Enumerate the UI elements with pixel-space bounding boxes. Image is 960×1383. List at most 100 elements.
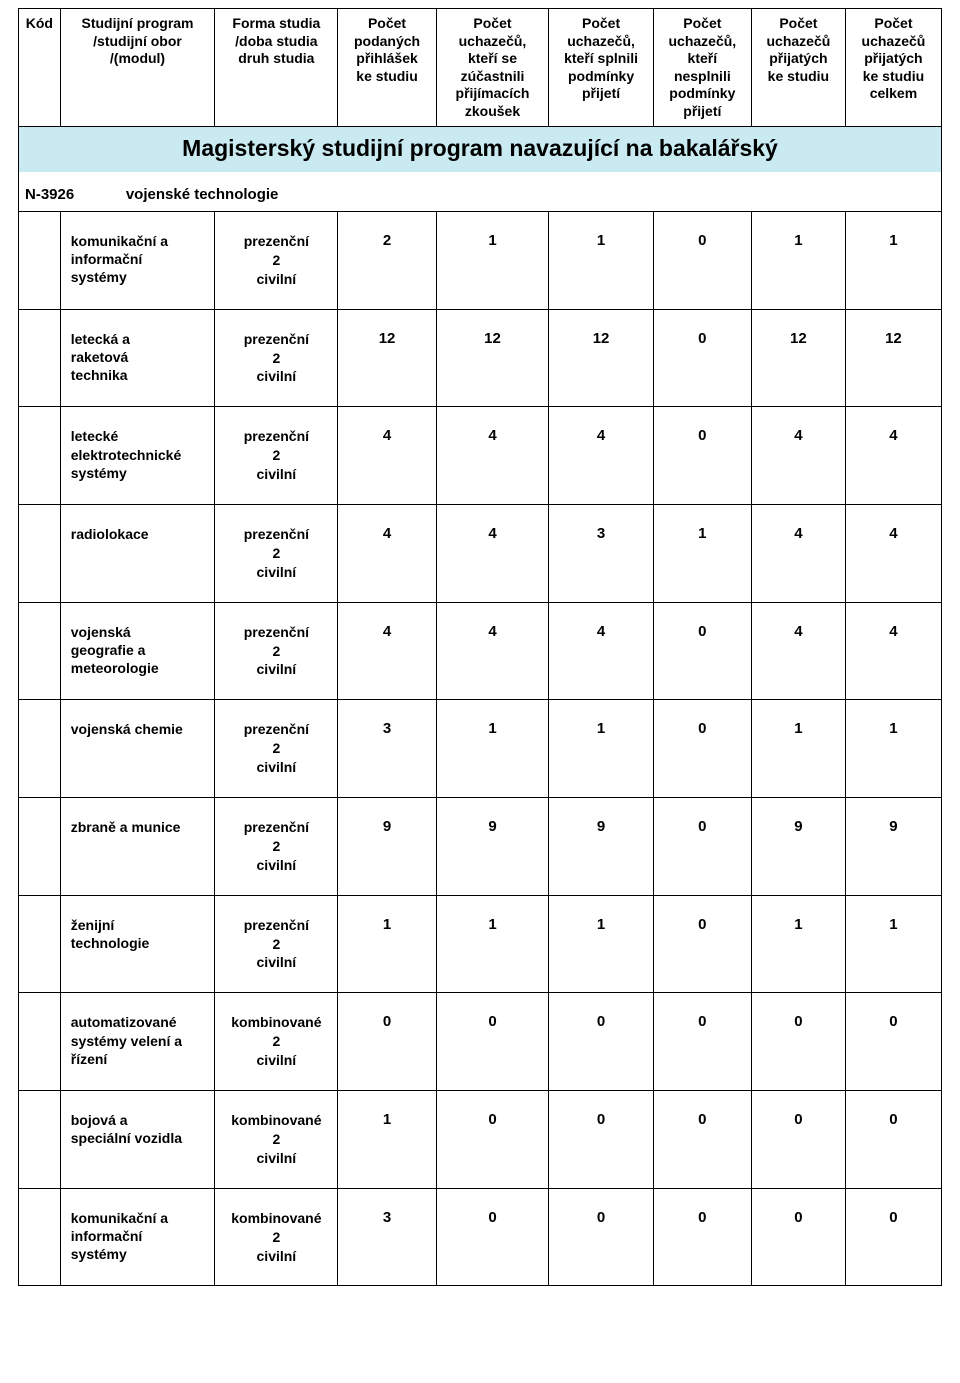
- cell-value: 0: [436, 1091, 549, 1189]
- cell-form: prezenční2civilní: [215, 700, 338, 798]
- table-row: zbraně a municeprezenční2civilní999099: [19, 798, 942, 896]
- cell-form: prezenční2civilní: [215, 895, 338, 993]
- cell-value: 0: [751, 1091, 845, 1189]
- section-title: Magisterský studijní program navazující …: [19, 127, 942, 173]
- col-header-splnili: Početuchazečů,kteří splnilipodmínkypřije…: [549, 9, 653, 127]
- cell-kod: [19, 798, 61, 896]
- col-header-nesplnili: Početuchazečů,kteřínesplnilipodmínkypřij…: [653, 9, 751, 127]
- cell-value: 0: [751, 1188, 845, 1286]
- cell-value: 2: [338, 212, 436, 310]
- cell-program-name: vojenská chemie: [60, 700, 215, 798]
- cell-value: 9: [549, 798, 653, 896]
- table-row: radiolokaceprezenční2civilní443144: [19, 505, 942, 603]
- cell-value: 1: [845, 700, 941, 798]
- cell-value: 0: [549, 993, 653, 1091]
- cell-value: 4: [549, 602, 653, 700]
- cell-value: 4: [549, 407, 653, 505]
- cell-program-name: letecká araketovátechnika: [60, 309, 215, 407]
- cell-value: 0: [436, 993, 549, 1091]
- program-header: N-3926 vojenské technologie: [19, 172, 942, 212]
- cell-value: 0: [653, 895, 751, 993]
- cell-value: 1: [436, 700, 549, 798]
- cell-program-name: bojová aspeciální vozidla: [60, 1091, 215, 1189]
- col-header-zucastnili: Početuchazečů,kteří sezúčastnilipřijímac…: [436, 9, 549, 127]
- cell-value: 9: [436, 798, 549, 896]
- cell-form: prezenční2civilní: [215, 505, 338, 603]
- table-row: leteckéelektrotechnickésystémyprezenční2…: [19, 407, 942, 505]
- cell-value: 4: [751, 602, 845, 700]
- cell-program-name: komunikační ainformačnísystémy: [60, 212, 215, 310]
- cell-value: 1: [549, 212, 653, 310]
- cell-value: 4: [338, 505, 436, 603]
- cell-value: 1: [338, 1091, 436, 1189]
- cell-value: 1: [436, 895, 549, 993]
- cell-form: prezenční2civilní: [215, 212, 338, 310]
- cell-value: 9: [845, 798, 941, 896]
- table-row: bojová aspeciální vozidlakombinované2civ…: [19, 1091, 942, 1189]
- cell-value: 4: [338, 407, 436, 505]
- cell-value: 0: [436, 1188, 549, 1286]
- cell-program-name: zbraně a munice: [60, 798, 215, 896]
- cell-kod: [19, 993, 61, 1091]
- col-header-prijati-celkem: Početuchazečůpřijatýchke studiucelkem: [845, 9, 941, 127]
- cell-value: 4: [338, 602, 436, 700]
- cell-kod: [19, 212, 61, 310]
- cell-value: 4: [845, 602, 941, 700]
- col-header-kod: Kód: [19, 9, 61, 127]
- cell-value: 0: [751, 993, 845, 1091]
- cell-form: prezenční2civilní: [215, 407, 338, 505]
- col-header-program: Studijní program/studijní obor/(modul): [60, 9, 215, 127]
- cell-kod: [19, 505, 61, 603]
- cell-value: 0: [549, 1091, 653, 1189]
- cell-value: 4: [751, 505, 845, 603]
- cell-form: kombinované2civilní: [215, 1188, 338, 1286]
- table-row: ženijnítechnologieprezenční2civilní11101…: [19, 895, 942, 993]
- cell-form: prezenční2civilní: [215, 798, 338, 896]
- cell-value: 0: [549, 1188, 653, 1286]
- cell-kod: [19, 602, 61, 700]
- cell-program-name: leteckéelektrotechnickésystémy: [60, 407, 215, 505]
- cell-value: 12: [338, 309, 436, 407]
- cell-value: 12: [845, 309, 941, 407]
- col-header-prijati: Početuchazečůpřijatýchke studiu: [751, 9, 845, 127]
- cell-value: 1: [845, 895, 941, 993]
- cell-value: 1: [653, 505, 751, 603]
- col-header-prihlasky: Početpodanýchpřihlášekke studiu: [338, 9, 436, 127]
- cell-value: 0: [338, 993, 436, 1091]
- cell-value: 0: [653, 1188, 751, 1286]
- cell-form: prezenční2civilní: [215, 309, 338, 407]
- cell-program-name: radiolokace: [60, 505, 215, 603]
- cell-value: 9: [751, 798, 845, 896]
- table-header: Kód Studijní program/studijní obor/(modu…: [19, 9, 942, 127]
- cell-form: kombinované2civilní: [215, 1091, 338, 1189]
- cell-value: 4: [845, 407, 941, 505]
- cell-value: 3: [549, 505, 653, 603]
- table-row: komunikační ainformačnísystémykombinovan…: [19, 1188, 942, 1286]
- table-row: automatizovanésystémy velení ařízeníkomb…: [19, 993, 942, 1091]
- cell-value: 1: [338, 895, 436, 993]
- table-row: letecká araketovátechnikaprezenční2civil…: [19, 309, 942, 407]
- cell-value: 9: [338, 798, 436, 896]
- cell-value: 4: [436, 505, 549, 603]
- cell-value: 3: [338, 700, 436, 798]
- table-row: vojenskágeografie ameteorologieprezenční…: [19, 602, 942, 700]
- page: Kód Studijní program/studijní obor/(modu…: [0, 0, 960, 1298]
- col-header-forma: Forma studia/doba studiadruh studia: [215, 9, 338, 127]
- cell-value: 4: [845, 505, 941, 603]
- cell-value: 0: [653, 798, 751, 896]
- cell-value: 1: [549, 700, 653, 798]
- cell-program-name: automatizovanésystémy velení ařízení: [60, 993, 215, 1091]
- cell-value: 0: [845, 1188, 941, 1286]
- table-body: Magisterský studijní program navazující …: [19, 127, 942, 1286]
- cell-value: 0: [653, 993, 751, 1091]
- cell-value: 1: [436, 212, 549, 310]
- cell-form: kombinované2civilní: [215, 993, 338, 1091]
- cell-kod: [19, 1188, 61, 1286]
- table-row: komunikační ainformačnísystémyprezenční2…: [19, 212, 942, 310]
- cell-program-name: komunikační ainformačnísystémy: [60, 1188, 215, 1286]
- cell-value: 12: [436, 309, 549, 407]
- data-table: Kód Studijní program/studijní obor/(modu…: [18, 8, 942, 1286]
- cell-kod: [19, 309, 61, 407]
- cell-value: 4: [751, 407, 845, 505]
- cell-value: 3: [338, 1188, 436, 1286]
